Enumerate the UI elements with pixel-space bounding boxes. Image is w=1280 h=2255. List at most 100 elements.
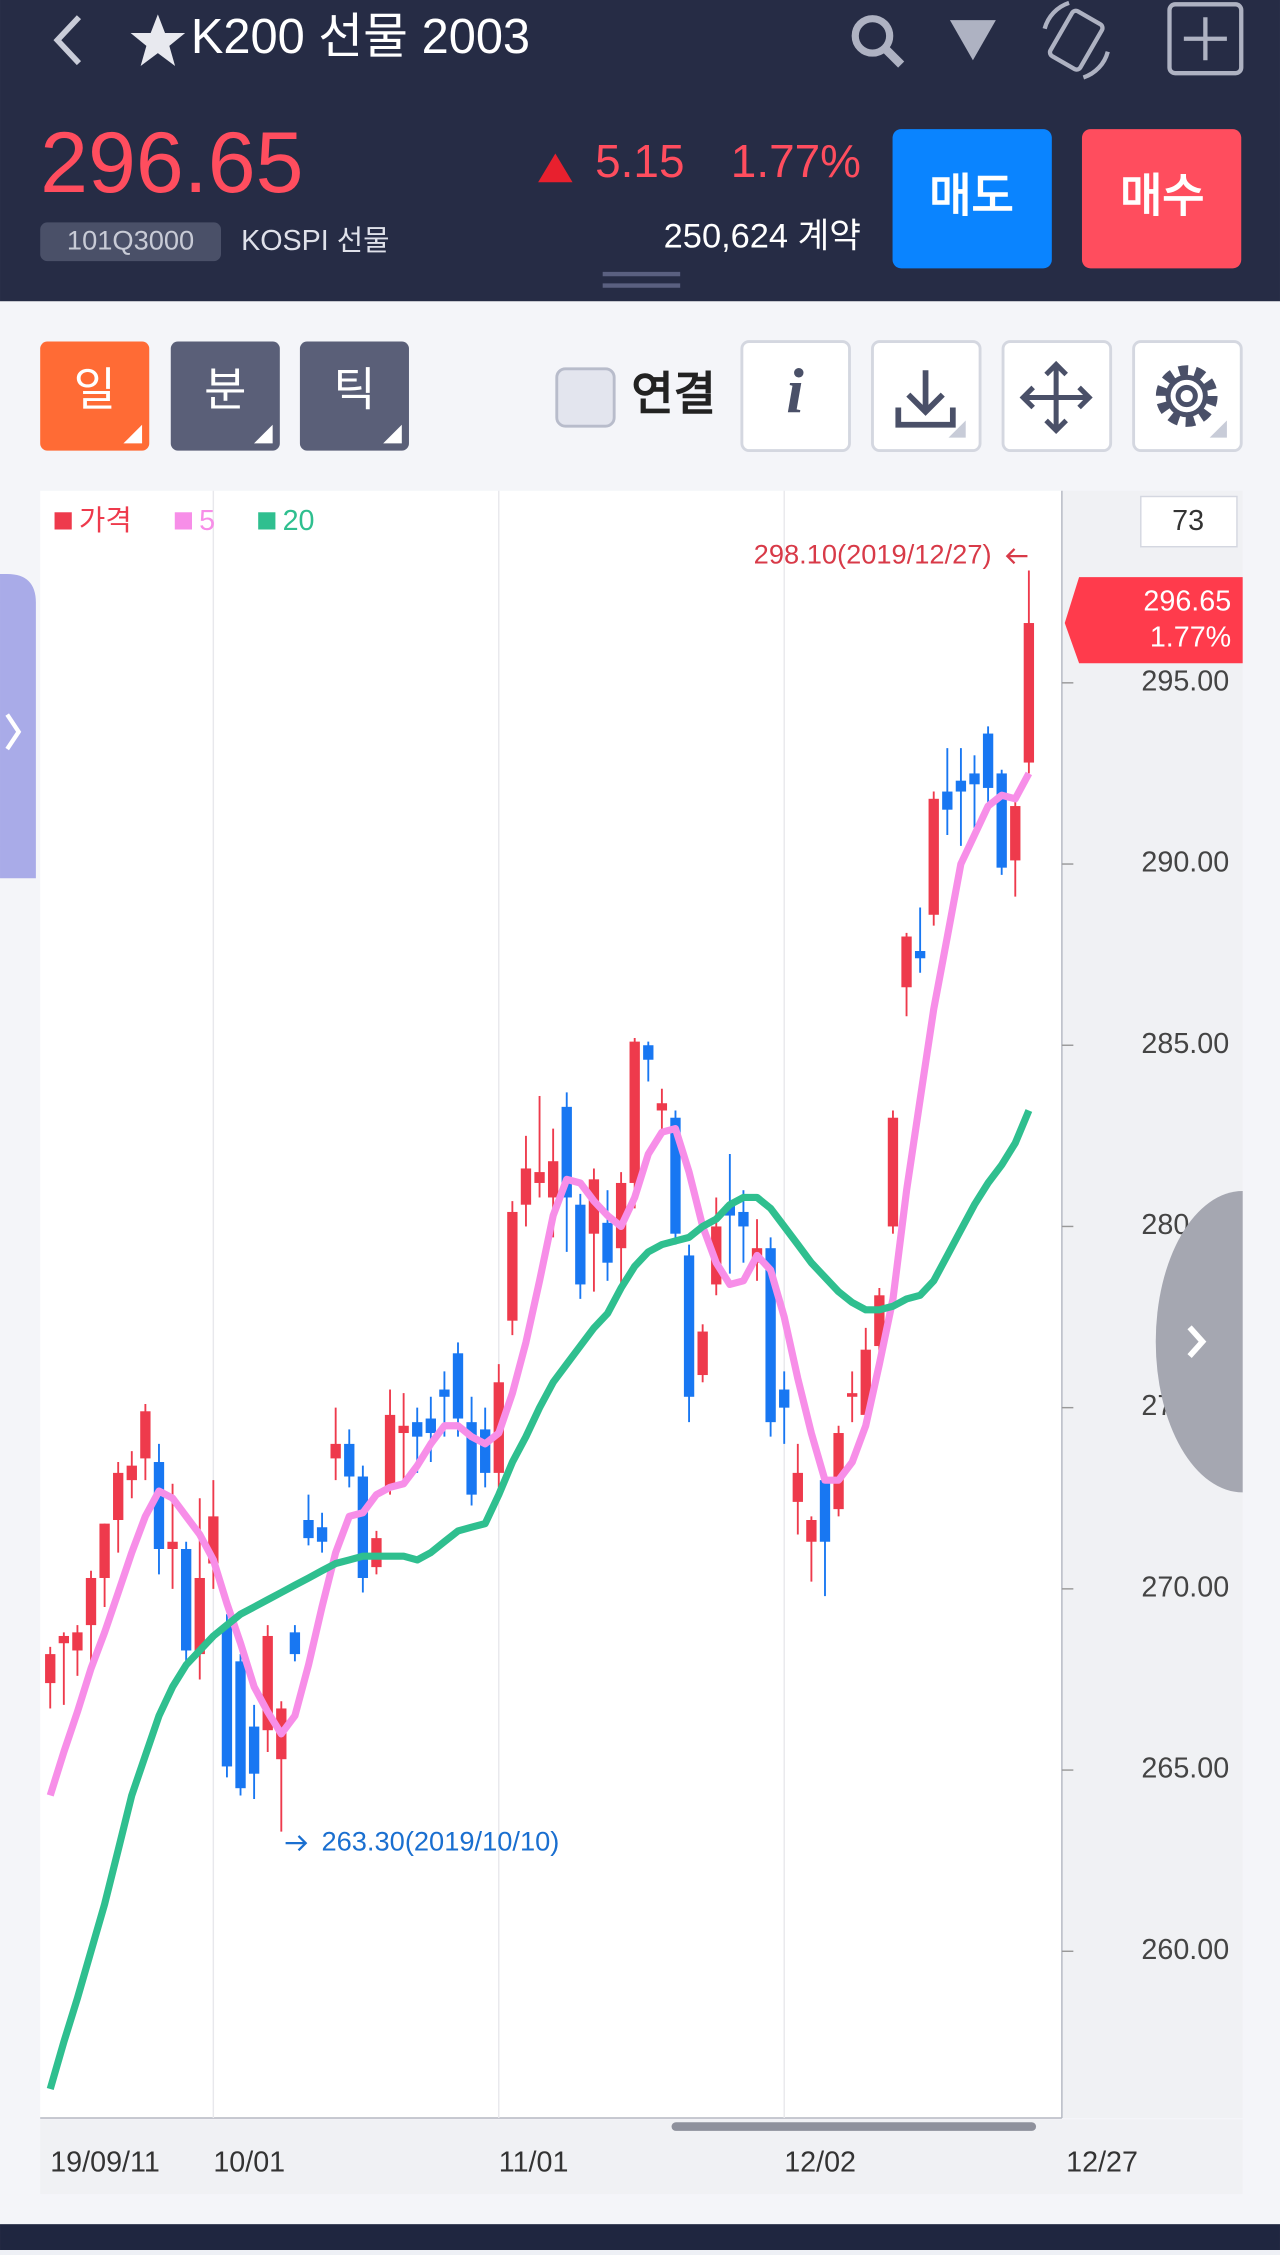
candle-body <box>153 1462 165 1549</box>
y-tick-label: 270.00 <box>1141 1571 1229 1603</box>
price-tag-value: 296.65 <box>1143 586 1231 618</box>
y-tick-label: 290.00 <box>1141 847 1229 879</box>
corner <box>383 424 402 444</box>
candle-body <box>58 1635 69 1644</box>
candle-body <box>779 1389 790 1408</box>
legend-swatch <box>54 512 72 530</box>
candle-body <box>683 1255 695 1397</box>
candle-body <box>765 1248 776 1423</box>
candle-body <box>126 1465 137 1481</box>
minute-button[interactable] <box>170 341 280 451</box>
settings-icon <box>1155 365 1218 427</box>
candle-body <box>45 1654 56 1684</box>
back-button[interactable] <box>53 15 82 66</box>
right-tab-arrow <box>1187 1325 1207 1358</box>
candle-body <box>847 1393 858 1397</box>
change-pct: 1.77% <box>731 135 861 187</box>
corner <box>1209 420 1227 438</box>
candle-body <box>384 1414 396 1488</box>
candle-body <box>955 780 967 792</box>
candle-body <box>819 1480 831 1542</box>
code: 101Q3000 <box>67 225 194 256</box>
title: K200 선물 2003 <box>191 10 530 64</box>
sell-label: 매도 <box>929 170 1013 222</box>
candle-body <box>425 1418 436 1434</box>
candle-body <box>602 1222 613 1263</box>
y-tick-label: 295.00 <box>1141 665 1229 697</box>
add-button[interactable] <box>1167 2 1244 76</box>
search-button[interactable] <box>851 15 905 68</box>
candle-body <box>180 1548 192 1651</box>
candle-body <box>208 1516 219 1564</box>
candle-body <box>575 1204 586 1285</box>
high-arrow <box>1005 548 1028 565</box>
day-button[interactable] <box>40 341 150 451</box>
buy-button[interactable] <box>1081 129 1242 269</box>
count-box <box>1140 495 1238 548</box>
settings-button[interactable] <box>1132 340 1243 453</box>
candle-body <box>874 1295 885 1347</box>
download-icon <box>895 370 956 428</box>
sell-button[interactable] <box>892 129 1052 269</box>
candle-body <box>262 1635 273 1731</box>
volume: 250,624 계약 <box>664 217 861 255</box>
y-tick-label: 260.00 <box>1141 1934 1229 1966</box>
legend-swatch <box>174 512 192 530</box>
link-checkbox[interactable] <box>555 367 616 428</box>
candle-body <box>534 1172 545 1183</box>
candle-body <box>99 1523 110 1578</box>
candle-body <box>235 1661 246 1789</box>
move-icon <box>1019 360 1093 435</box>
scrollbar[interactable] <box>671 2122 1037 2131</box>
tick-button[interactable] <box>299 341 409 451</box>
dropdown-button[interactable] <box>949 20 996 61</box>
change: 5.15 <box>595 135 684 187</box>
x-tick-label: 19/09/11 <box>50 2146 160 2178</box>
legend-swatch <box>258 512 276 530</box>
legend-label: 20 <box>283 505 315 537</box>
day-label: 일 <box>74 363 116 415</box>
candle-body <box>357 1476 369 1578</box>
drag-handle[interactable] <box>602 271 681 288</box>
x-tick-label: 12/02 <box>784 2146 856 2178</box>
candle-body <box>982 733 994 788</box>
market: KOSPI 선물 <box>241 225 389 257</box>
candle-body <box>670 1117 681 1234</box>
candle-body <box>466 1422 477 1495</box>
candle-body <box>643 1045 654 1060</box>
candle-body <box>615 1182 627 1249</box>
minute-label: 분 <box>204 363 246 415</box>
y-tick-label: 265.00 <box>1141 1753 1229 1785</box>
candle-body <box>85 1577 97 1626</box>
x-axis-area <box>40 2119 1243 2195</box>
count: 73 <box>1172 505 1204 537</box>
candle-body <box>942 791 953 810</box>
y-tick-label: 285.00 <box>1141 1028 1229 1060</box>
candle-body <box>833 1433 844 1510</box>
candle-body <box>629 1041 640 1183</box>
candle-body <box>398 1425 409 1434</box>
candle-body <box>969 773 980 785</box>
low-arrow <box>285 1835 308 1852</box>
bottom-bar <box>0 2224 1280 2250</box>
candle-body <box>344 1443 355 1477</box>
info-label: i <box>786 356 804 426</box>
ma-line <box>46 771 1033 1797</box>
candle-body <box>996 773 1007 868</box>
candle-body <box>901 936 912 988</box>
info-button[interactable] <box>740 340 851 453</box>
candle-body <box>480 1429 491 1473</box>
left-drawer-tab[interactable] <box>0 573 36 879</box>
candle-body <box>439 1389 450 1397</box>
high-annotation: 298.10(2019/12/27) <box>754 538 992 569</box>
rotate-button[interactable] <box>1042 0 1110 80</box>
up-triangle <box>538 153 573 183</box>
candle-body <box>656 1103 668 1111</box>
candle-body <box>72 1632 83 1651</box>
candle-body <box>1010 806 1021 861</box>
corner <box>948 420 966 438</box>
favorite-star[interactable] <box>130 14 186 67</box>
code-pill <box>40 222 221 262</box>
